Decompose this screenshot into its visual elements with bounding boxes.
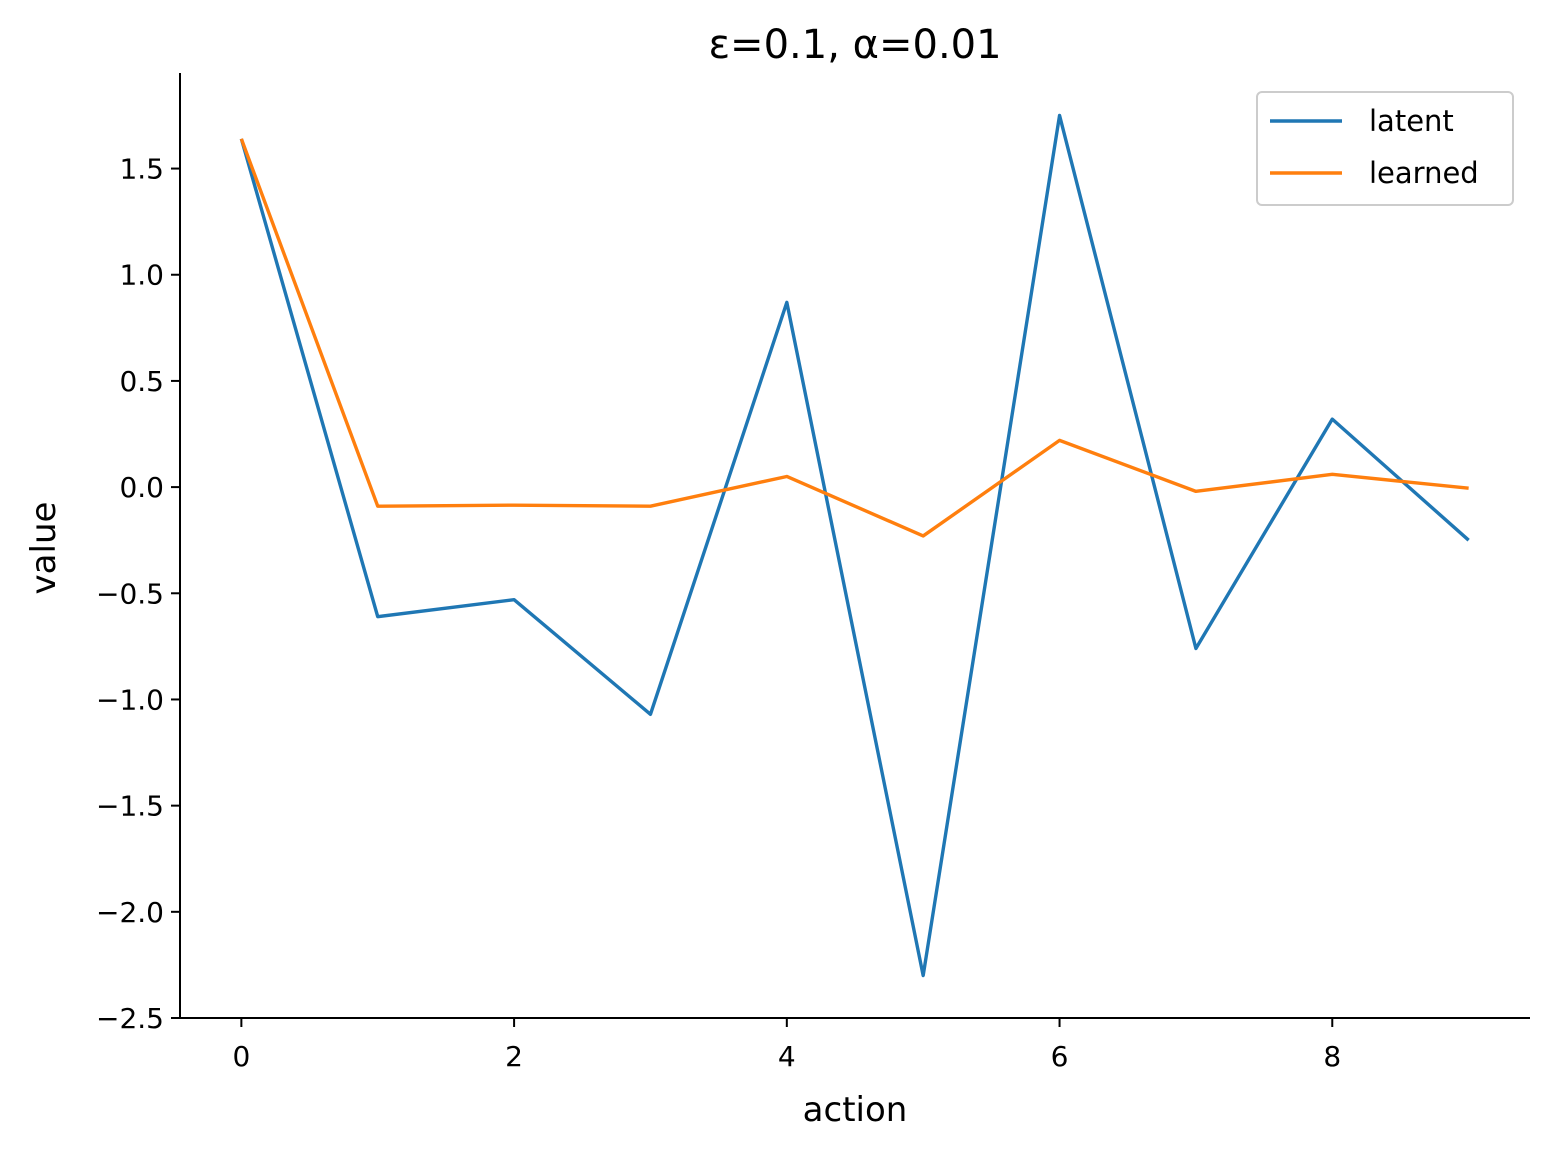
y-tick-label: −2.5 [96, 1002, 164, 1035]
legend: latent learned [1256, 91, 1514, 206]
y-tick-label: 1.5 [119, 153, 164, 186]
axes: 0 2 4 6 8 1.5 1.0 0.5 0.0 −0.5 −1.0 −1.5 −2.0 −2.5 [96, 73, 1530, 1073]
y-tick-label: −0.5 [96, 577, 164, 610]
legend-label-learned: learned [1369, 156, 1479, 190]
y-tick-label: 0.0 [119, 471, 164, 504]
x-tick-label: 8 [1323, 1040, 1341, 1073]
x-tick-label: 0 [232, 1040, 250, 1073]
y-tick-label: 0.5 [119, 365, 164, 398]
series-line-latent [239, 113, 1470, 978]
plot-lines [239, 113, 1470, 978]
y-tick-label: −1.0 [96, 683, 164, 716]
chart-title: ε=0.1, α=0.01 [708, 22, 1001, 68]
y-axis-title: value [24, 502, 64, 595]
x-tick-label: 2 [505, 1040, 523, 1073]
y-tick-label: 1.0 [119, 259, 164, 292]
x-axis-title: action [803, 1090, 908, 1130]
x-tick-label: 6 [1051, 1040, 1069, 1073]
y-tick-label: −2.0 [96, 896, 164, 929]
legend-label-latent: latent [1369, 104, 1454, 138]
x-tick-label: 4 [778, 1040, 796, 1073]
series-line-learned [239, 138, 1469, 538]
y-tick-label: −1.5 [96, 790, 164, 823]
